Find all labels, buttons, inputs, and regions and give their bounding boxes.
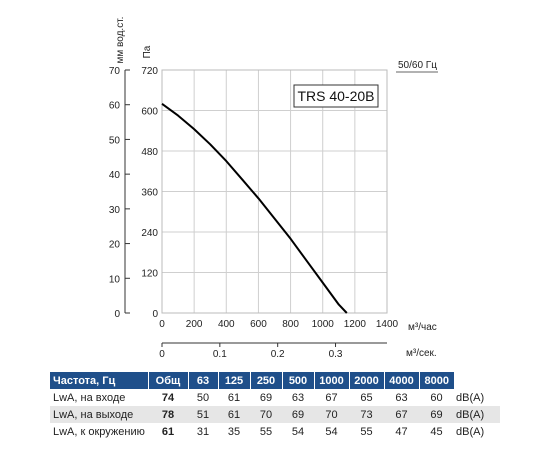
table-header-spacer [454,372,500,389]
row-value: 63 [291,391,305,404]
table-header-row: Частота, Гц Общ 63 125 250 500 1000 2000 4000 800… [50,372,500,389]
row-label: LwA, к окружению [53,425,145,438]
y-tick-label: 120 [141,269,158,280]
row-label: LwA, на входе [53,391,126,404]
row-value: 63 [395,391,408,404]
row-value: 51 [188,406,218,423]
table-header-cell: 2000 [348,372,384,389]
row-value: 60 [430,391,443,404]
x-tick-label: 0 [159,319,165,330]
row-value: 35 [227,425,241,438]
row-value: 61 [218,406,250,423]
performance-curve [161,102,348,314]
frequency-label: 50/60 Гц [398,60,437,71]
row-value: 65 [360,391,373,404]
row-value: 50 [196,391,210,404]
row-label: LwA, на выходе [50,406,148,423]
x-tick-label: 200 [186,319,203,330]
y2-tick-label: 60 [109,101,121,112]
table-header-label: Частота, Гц [50,372,148,389]
plot-frame [161,69,388,314]
x2-tick-label: 0.1 [213,349,227,360]
row-total: 78 [148,406,188,423]
x-tick-label: 800 [282,319,299,330]
flow-m3s-axis: 0 0.1 0.2 0.3 [159,342,387,360]
x-tick-label: 600 [250,319,267,330]
y-axis-label: Па [142,45,153,58]
table-header-cell: 4000 [383,372,419,389]
row-value: 70 [314,406,349,423]
table-header-cell: 250 [249,372,282,389]
y-tick-label: 0 [152,309,158,320]
table-header-cell: 500 [281,372,314,389]
model-label: TRS 40-20B [297,88,374,104]
secondary-y-axis: 0 10 20 30 40 50 60 70 [109,66,130,320]
x-axis-unit-label: м³/час [408,322,437,333]
row-unit: dB(A) [456,425,485,438]
y2-tick-label: 10 [109,274,121,285]
chart-grid [161,69,388,314]
row-total: 74 [161,391,175,404]
table-row: LwA, к окружению 61 31 35 55 54 54 55 47 45 dB(A) [50,423,500,440]
y2-tick-label: 70 [109,66,121,77]
y2-tick-label: 50 [109,135,121,146]
table-header-cell: 8000 [418,372,454,389]
y-tick-label: 360 [141,188,158,199]
performance-curves [161,102,348,314]
row-value: 69 [282,406,314,423]
table-header-cell: 63 [187,372,218,389]
x-tick-label: 400 [218,319,235,330]
row-value: 69 [419,406,454,423]
row-value: 61 [227,391,241,404]
x2-tick-label: 0.2 [271,349,285,360]
row-value: 45 [430,425,443,438]
y2-tick-label: 30 [109,205,121,216]
row-value: 54 [325,425,338,438]
row-value: 67 [325,391,338,404]
row-value: 67 [384,406,419,423]
table-row: LwA, на выходе 78 51 61 70 69 70 73 67 69 dB(A) [50,406,500,423]
y-tick-label: 720 [141,66,158,77]
sound-level-table: Частота, Гц Общ 63 125 250 500 1000 2000 4000 800… [50,372,500,440]
x2-tick-label: 0 [159,349,165,360]
model-label-box [293,84,379,108]
x2-axis-unit-label: м³/сек. [406,348,437,359]
row-value: 47 [395,425,408,438]
x2-tick-label: 0.3 [329,349,343,360]
row-value: 54 [291,425,305,438]
x-tick-label: 1200 [344,319,367,330]
y-tick-label: 240 [141,228,158,239]
table-row: LwA, на входе 74 50 61 69 63 67 65 63 60 dB(A) [50,389,500,406]
y2-axis-label: мм вод.ст. [115,17,126,64]
row-value: 73 [349,406,384,423]
row-value: 70 [250,406,282,423]
y2-tick-label: 0 [114,309,120,320]
row-value: 55 [259,425,273,438]
x-axis-ticks: 0 200 400 600 800 1000 1200 1400 [159,319,398,330]
y-axis-ticks: 0 120 240 360 480 600 720 [141,66,158,320]
x-tick-label: 1000 [312,319,335,330]
table-header-cell: 125 [217,372,250,389]
table-header-cell: Общ [147,372,188,389]
row-unit: dB(A) [454,406,500,423]
x-tick-label: 1400 [376,319,399,330]
y-tick-label: 480 [141,147,158,158]
table-header-cell: 1000 [313,372,349,389]
y-tick-label: 600 [141,107,158,118]
row-unit: dB(A) [456,391,485,404]
y2-tick-label: 20 [109,240,121,251]
row-value: 69 [259,391,273,404]
row-value: 55 [360,425,373,438]
row-total: 61 [161,425,175,438]
y2-tick-label: 40 [109,170,121,181]
row-value: 31 [196,425,210,438]
